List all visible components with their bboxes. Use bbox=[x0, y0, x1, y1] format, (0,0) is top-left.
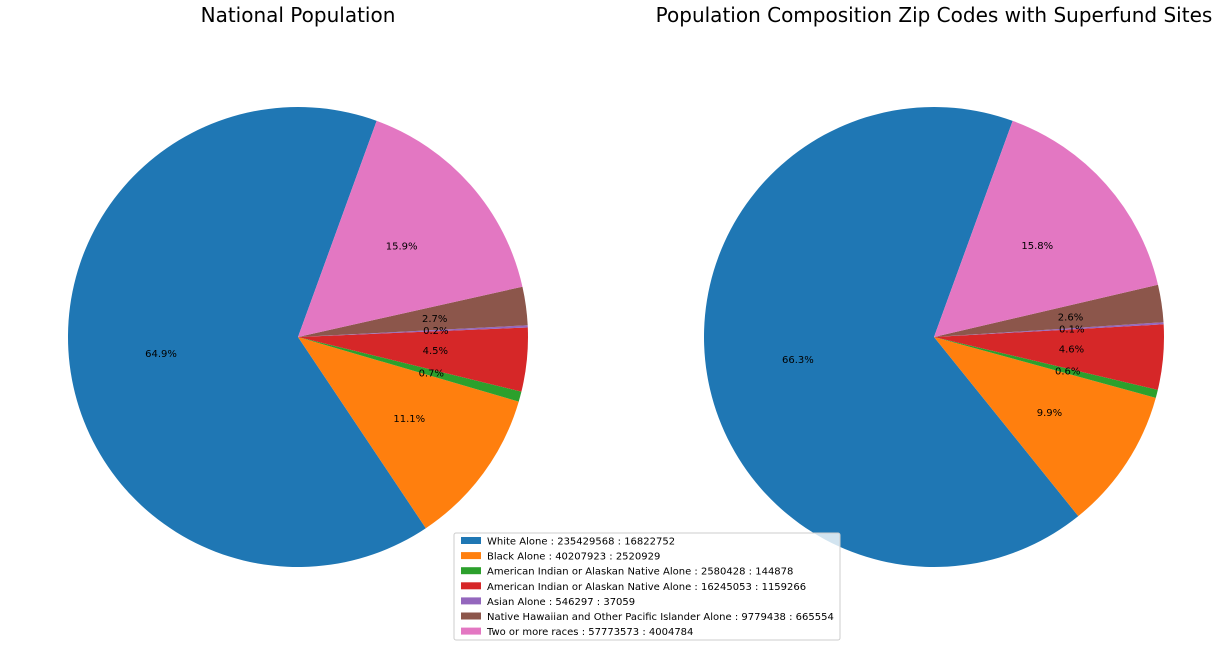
pie-slice-native-hawaiian bbox=[934, 284, 1164, 337]
legend-entry-asian: Asian Alone : 546297 : 37059 bbox=[487, 597, 635, 608]
pie-slice-american-indian-1 bbox=[298, 337, 522, 402]
pie-label-white: 66.3% bbox=[782, 355, 814, 366]
pie-label-black: 11.1% bbox=[393, 414, 425, 425]
pie-label-two-or-more: 15.9% bbox=[386, 241, 418, 252]
legend-entry-two-or-more: Two or more races : 57773573 : 4004784 bbox=[486, 627, 693, 638]
pie-slice-black bbox=[934, 337, 1156, 517]
pie-slice-native-hawaiian bbox=[298, 286, 528, 337]
legend-swatch-black bbox=[461, 552, 481, 560]
pie-label-two-or-more: 15.8% bbox=[1021, 241, 1053, 252]
pie-label-american-indian-1: 0.6% bbox=[1055, 367, 1080, 378]
legend-swatch-asian bbox=[461, 597, 481, 605]
pie-label-native-hawaiian: 2.7% bbox=[422, 314, 447, 325]
pie-slice-two-or-more bbox=[298, 120, 523, 338]
pie-chart-superfund: 66.3% 9.9% 0.6% 4.6% 0.1%2.6% 15.8% bbox=[703, 107, 1164, 568]
pie-slice-asian bbox=[934, 322, 1164, 337]
pie-label-white: 64.9% bbox=[145, 349, 177, 360]
pie-label-american-indian-2: 4.5% bbox=[423, 346, 448, 357]
pie-slice-american-indian-2 bbox=[934, 324, 1164, 390]
legend-swatch-american-indian-1 bbox=[461, 567, 481, 575]
chart-title-national: National Population bbox=[201, 3, 396, 27]
pie-label-american-indian-1: 0.7% bbox=[419, 368, 444, 379]
pie-chart-national: 64.9% 11.1% 0.7% 4.5% 0.2%2.7% 15.9% bbox=[67, 106, 528, 567]
legend-entry-american-indian-2: American Indian or Alaskan Native Alone … bbox=[487, 582, 806, 593]
pie-label-american-indian-2: 4.6% bbox=[1059, 345, 1084, 356]
pie-label-black: 9.9% bbox=[1037, 408, 1062, 419]
legend-swatch-white bbox=[461, 537, 481, 544]
legend-swatch-two-or-more bbox=[461, 627, 481, 635]
legend-frame bbox=[453, 532, 841, 641]
legend: White Alone : 235429568 : 16822752 Black … bbox=[453, 532, 841, 641]
legend-entry-american-indian-1: American Indian or Alaskan Native Alone … bbox=[487, 567, 793, 578]
pie-slice-white bbox=[67, 106, 426, 567]
pie-slice-american-indian-1 bbox=[934, 337, 1158, 398]
legend-entry-white: White Alone : 235429568 : 16822752 bbox=[487, 537, 675, 548]
pie-slice-white bbox=[703, 107, 1079, 568]
legend-entry-black: Black Alone : 40207923 : 2520929 bbox=[487, 552, 660, 563]
pie-slice-asian bbox=[298, 325, 528, 337]
pie-label-asian: 0.2% bbox=[423, 326, 448, 337]
legend-swatch-native-hawaiian bbox=[461, 612, 481, 620]
legend-swatch-american-indian-2 bbox=[461, 582, 481, 590]
chart-title-superfund: Population Composition Zip Codes with Su… bbox=[656, 3, 1213, 27]
pie-slice-american-indian-2 bbox=[298, 327, 528, 392]
pie-slice-two-or-more bbox=[934, 120, 1158, 338]
pie-label-asian: 0.1% bbox=[1059, 324, 1084, 335]
pie-label-native-hawaiian: 2.6% bbox=[1058, 312, 1083, 323]
legend-entry-native-hawaiian: Native Hawaiian and Other Pacific Island… bbox=[487, 612, 834, 623]
pie-slice-black bbox=[298, 337, 519, 529]
